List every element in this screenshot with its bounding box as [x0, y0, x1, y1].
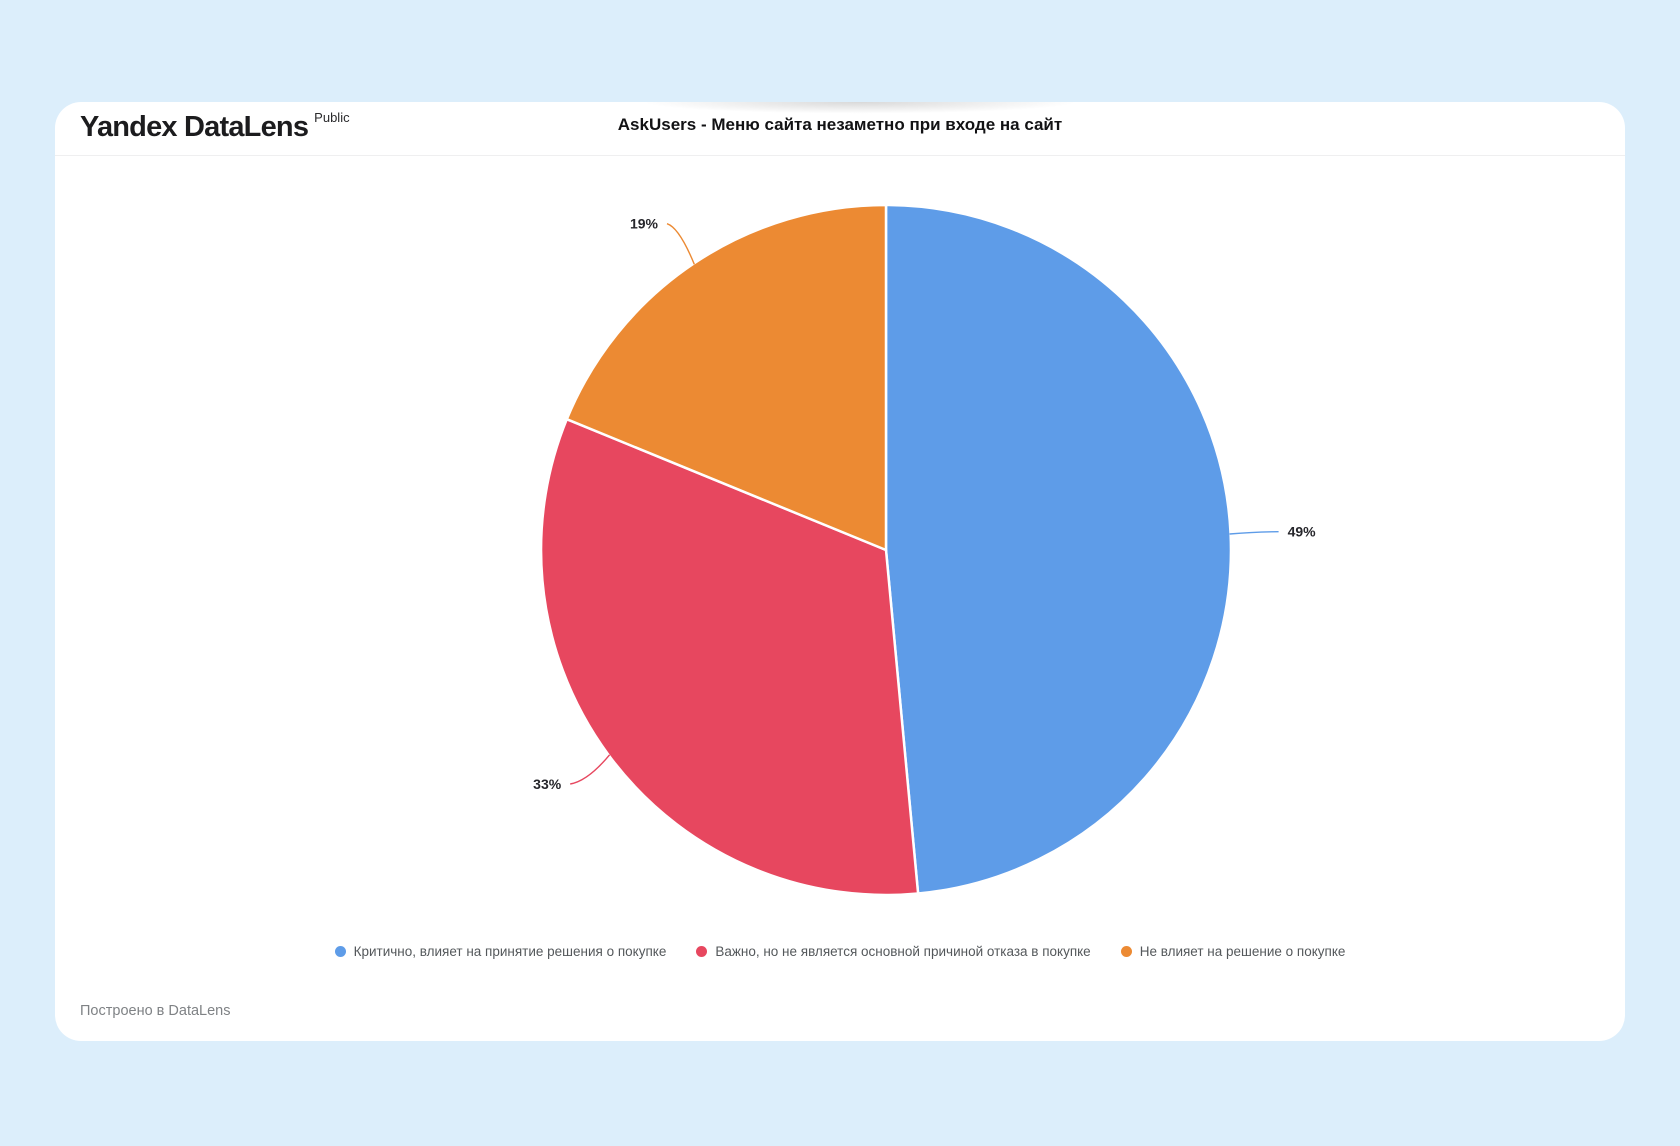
legend-label: Не влияет на решение о покупке — [1139, 944, 1346, 959]
chart-title: AskUsers - Меню сайта незаметно при вход… — [617, 115, 1063, 134]
public-badge: Public — [314, 110, 350, 125]
legend-item-critical[interactable]: Критично, влияет на принятие решения о п… — [334, 944, 667, 959]
legend-label: Критично, влияет на принятие решения о п… — [353, 944, 667, 959]
logo-wrap: Yandex DataLens Public — [80, 110, 350, 144]
chart-card: Yandex DataLens Public AskUsers - Меню са… — [55, 102, 1625, 1041]
footer-text: Построено в DataLens — [80, 1003, 231, 1019]
legend-marker-icon — [334, 946, 346, 957]
label-connector — [570, 754, 611, 785]
label-connector — [666, 223, 695, 265]
label-connector — [1229, 531, 1279, 535]
datalens-logo[interactable]: Yandex DataLens — [80, 111, 309, 143]
percent-label: 49% — [1288, 524, 1317, 540]
pie-chart: 49% 33% 19% — [533, 203, 1317, 897]
percent-label: 33% — [533, 776, 562, 792]
legend-marker-icon — [696, 946, 708, 957]
legend: Критично, влияет на принятие решения о п… — [55, 944, 1625, 959]
card-header: Yandex DataLens Public AskUsers - Меню са… — [55, 102, 1625, 156]
pie-slice-critical[interactable] — [884, 203, 1233, 895]
legend-marker-icon — [1120, 946, 1132, 957]
legend-label: Важно, но не является основной причиной … — [715, 944, 1091, 959]
legend-item-important[interactable]: Важно, но не является основной причиной … — [696, 944, 1091, 959]
datalens-footer[interactable]: Построено в DataLens — [80, 1003, 230, 1019]
legend-item-no-impact[interactable]: Не влияет на решение о покупке — [1120, 944, 1346, 959]
percent-label: 19% — [630, 216, 659, 232]
